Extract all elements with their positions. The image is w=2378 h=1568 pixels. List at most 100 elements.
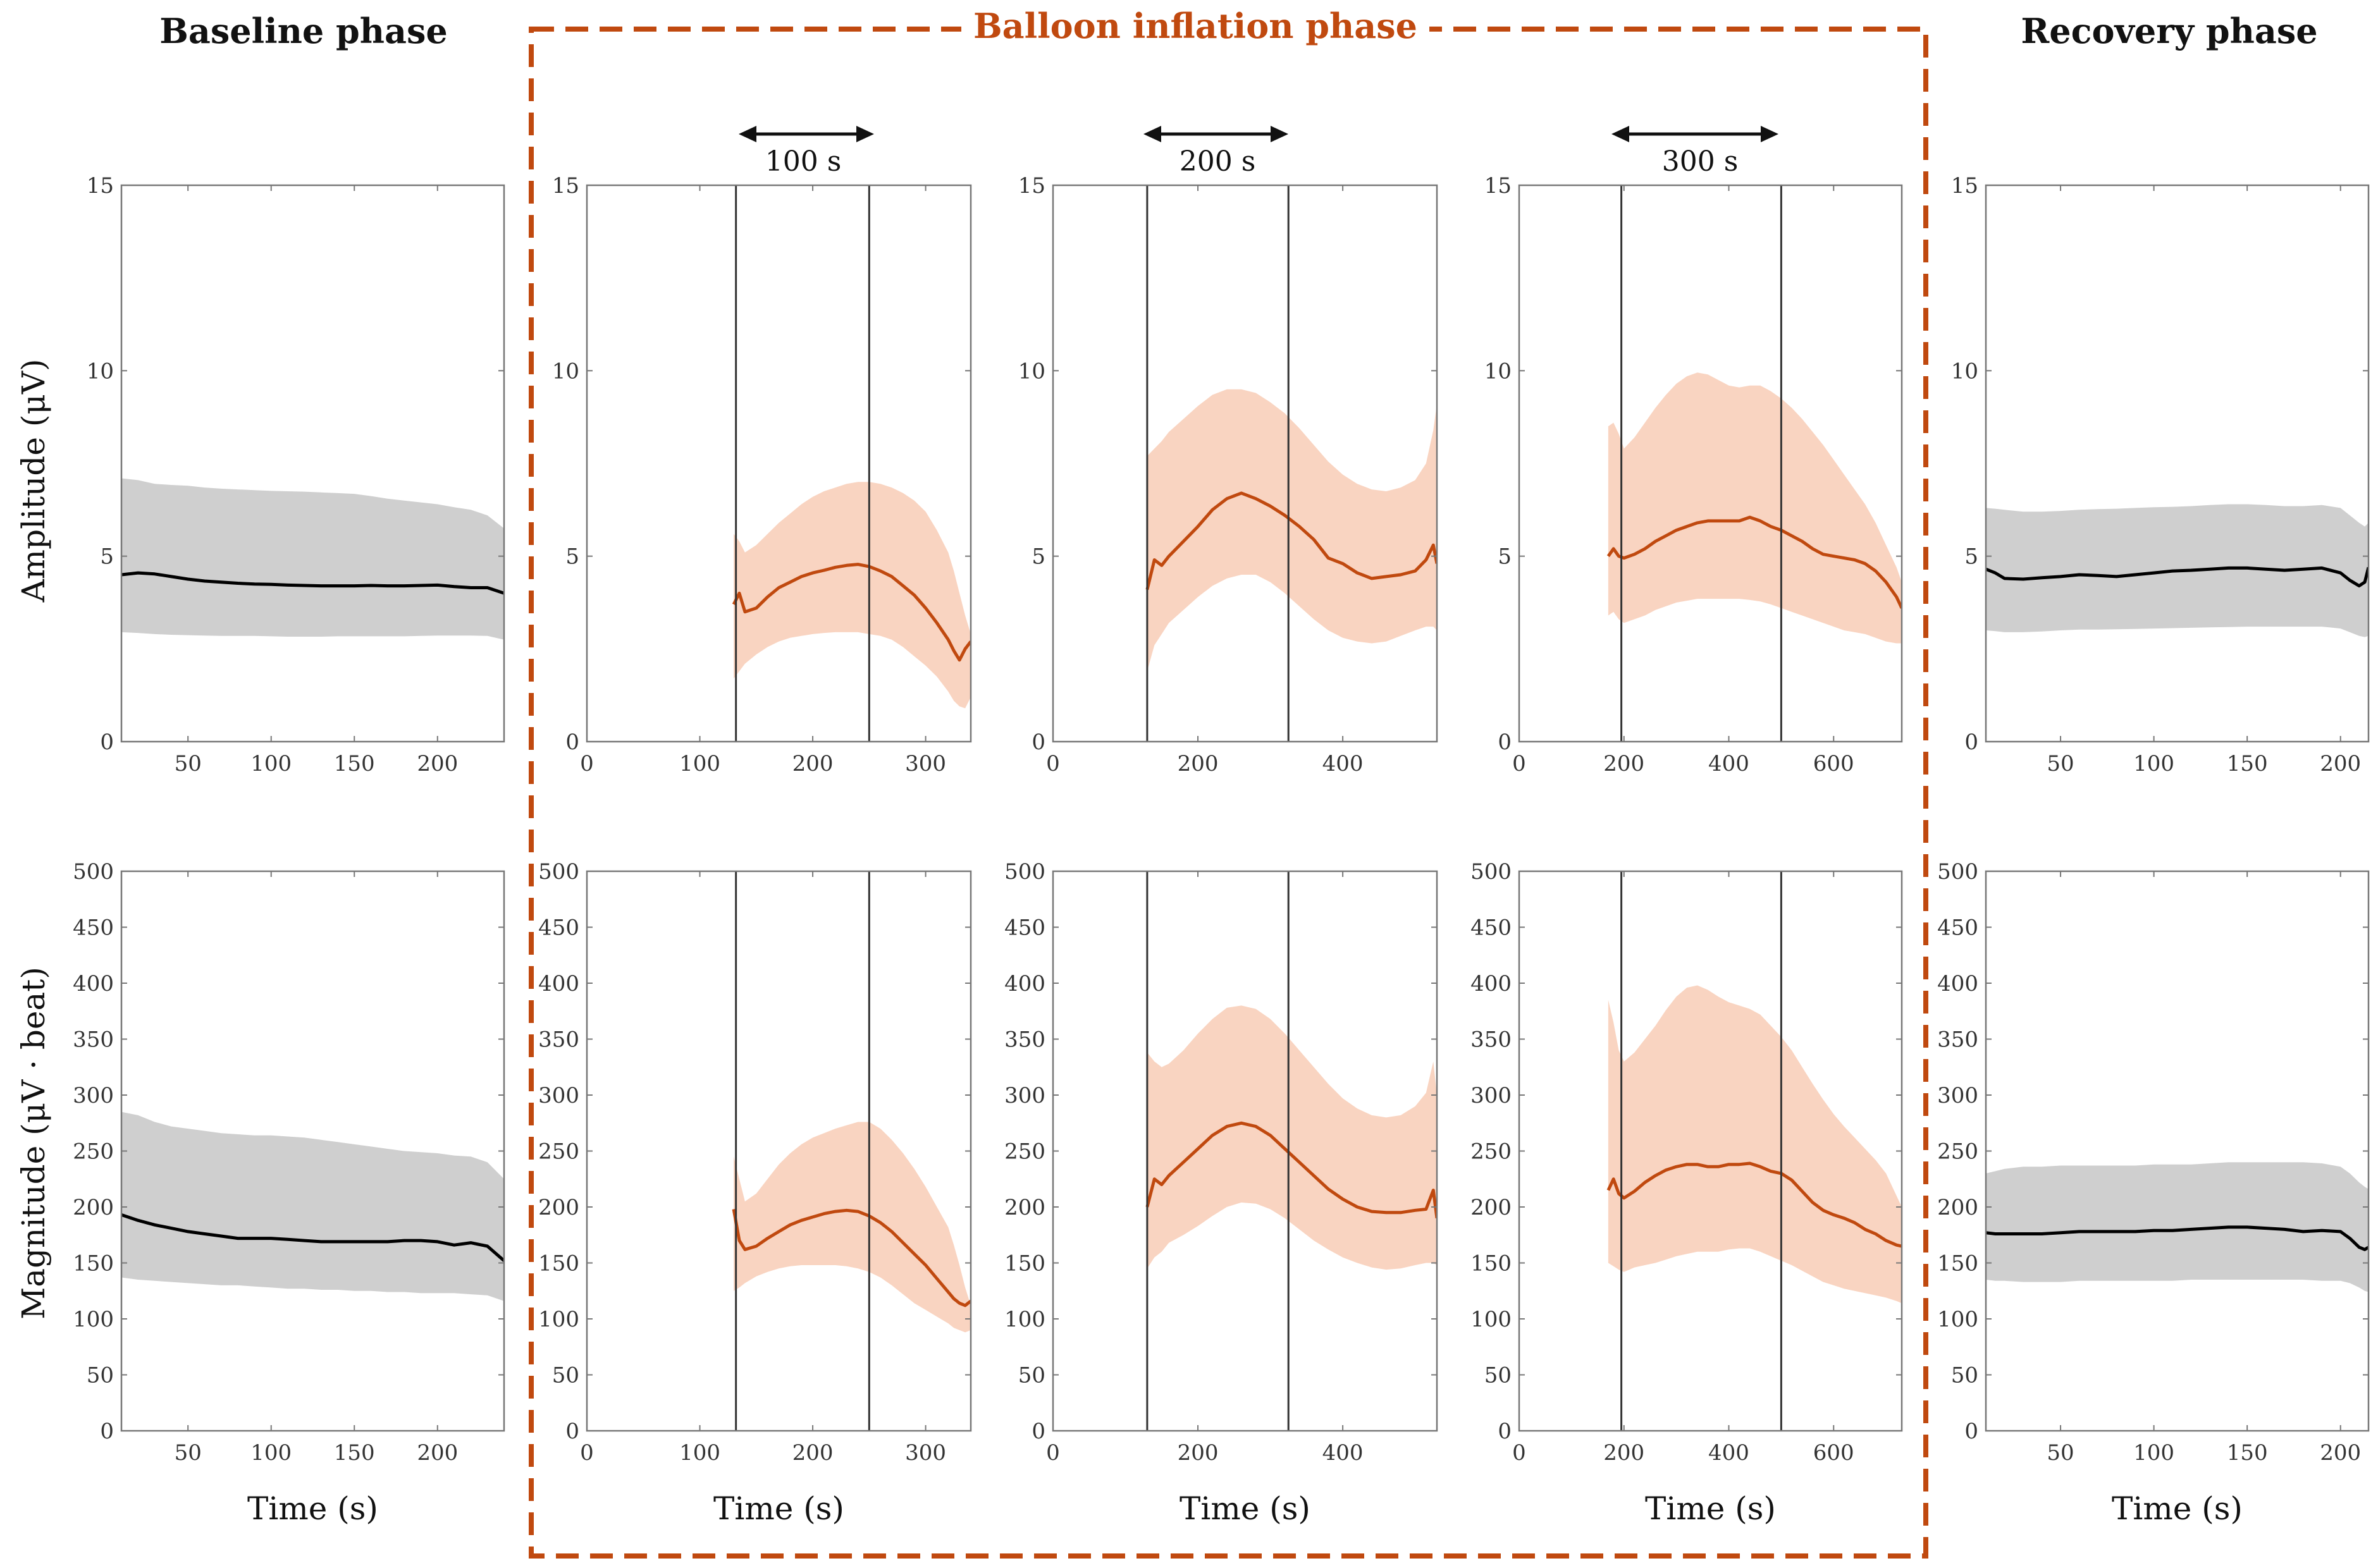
y-tick-label: 50 xyxy=(1484,1363,1512,1388)
x-tick-label: 600 xyxy=(1813,1440,1854,1466)
x-tick-label: 150 xyxy=(334,1440,375,1466)
x-tick-label: 50 xyxy=(2047,1440,2074,1466)
x-tick-label: 150 xyxy=(334,751,375,776)
mean-line xyxy=(1986,566,2369,588)
panel-balloon100-amplitude: 0 5 10 15 0 100 200 300 xyxy=(552,173,972,776)
y-tick-label: 15 xyxy=(552,173,579,199)
y-tick-label: 0 xyxy=(100,1419,114,1444)
y-tick-label: 200 xyxy=(1470,1195,1512,1220)
y-tick-label: 150 xyxy=(1004,1251,1045,1277)
arrow-right-head xyxy=(856,126,874,142)
x-tick-label: 200 xyxy=(1603,751,1644,776)
panel-baseline-amplitude: 0 5 10 15 50 100 150 200 xyxy=(87,173,505,776)
confidence-band xyxy=(1986,1162,2369,1292)
x-tick-label: 100 xyxy=(250,751,292,776)
y-tick-label: 15 xyxy=(1018,173,1045,199)
y-tick-label: 300 xyxy=(538,1083,579,1108)
y-tick-label: 450 xyxy=(1004,916,1045,941)
x-tick-label: 300 xyxy=(905,751,946,776)
x-tick-label: 300 xyxy=(905,1440,946,1466)
amplitude-axis-label: Amplitude (μV) xyxy=(15,359,52,603)
x-tick-label: 150 xyxy=(2227,1440,2268,1466)
y-tick-label: 450 xyxy=(538,916,579,941)
y-tick-label: 200 xyxy=(538,1195,579,1220)
x-tick-label: 50 xyxy=(2047,751,2074,776)
y-tick-label: 150 xyxy=(73,1251,114,1277)
y-tick-label: 500 xyxy=(1004,859,1045,885)
y-tick-label: 100 xyxy=(73,1307,114,1332)
y-tick-label: 350 xyxy=(1004,1027,1045,1053)
y-tick-label: 250 xyxy=(1470,1139,1512,1165)
x-tick-label: 200 xyxy=(792,751,834,776)
x-tick-label: 200 xyxy=(792,1440,834,1466)
y-tick-label: 500 xyxy=(538,859,579,885)
x-tick-label: 0 xyxy=(580,751,594,776)
baseline-phase-title: Baseline phase xyxy=(159,11,448,51)
x-tick-label: 400 xyxy=(1708,1440,1749,1466)
y-tick-label: 450 xyxy=(1470,916,1512,941)
x-tick-label: 100 xyxy=(250,1440,292,1466)
duration-label-300: 300 s xyxy=(1662,145,1739,178)
magnitude-axis-label: Magnitude (μV · beat) xyxy=(15,967,52,1320)
y-tick-label: 200 xyxy=(73,1195,114,1220)
confidence-band xyxy=(734,482,971,709)
x-tick-label: 0 xyxy=(1046,751,1060,776)
y-tick-label: 350 xyxy=(73,1027,114,1053)
x-tick-label: 100 xyxy=(679,1440,720,1466)
x-axis-label: Time (s) xyxy=(247,1490,378,1527)
y-tick-label: 100 xyxy=(1004,1307,1045,1332)
duration-label-100: 100 s xyxy=(765,145,842,178)
balloon-title-mask xyxy=(961,8,1429,52)
y-tick-label: 400 xyxy=(1470,971,1512,996)
x-tick-label: 400 xyxy=(1322,751,1364,776)
x-tick-label: 0 xyxy=(580,1440,594,1466)
y-tick-label: 400 xyxy=(73,971,114,996)
panel-balloon300-amplitude: 0 5 10 15 0 200 400 600 xyxy=(1484,173,1903,776)
confidence-band xyxy=(1608,985,1902,1304)
confidence-band xyxy=(1147,389,1437,671)
arrow-right-head xyxy=(1271,126,1288,142)
x-tick-label: 200 xyxy=(2320,1440,2361,1466)
confidence-band xyxy=(1147,1005,1437,1270)
y-tick-label: 0 xyxy=(565,730,579,755)
x-tick-label: 0 xyxy=(1046,1440,1060,1466)
y-tick-label: 5 xyxy=(1498,544,1512,570)
mean-line xyxy=(732,1208,971,1308)
panel-balloon100-magnitude: 0 50 100 150 200 250 300 350 400 450 500 0 100 200 300… xyxy=(538,859,972,1527)
y-tick-label: 450 xyxy=(1937,916,1978,941)
mean-line xyxy=(1145,491,1437,591)
y-tick-label: 350 xyxy=(1470,1027,1512,1053)
x-tick-label: 150 xyxy=(2227,751,2268,776)
y-tick-label: 350 xyxy=(1937,1027,1978,1053)
y-tick-label: 0 xyxy=(1032,730,1045,755)
y-tick-label: 500 xyxy=(1470,859,1512,885)
x-tick-label: 0 xyxy=(1512,1440,1526,1466)
y-tick-label: 0 xyxy=(1964,730,1978,755)
panel-balloon200-amplitude: 0 5 10 15 0 200 400 xyxy=(1018,173,1438,776)
x-axis-label: Time (s) xyxy=(1645,1490,1776,1527)
y-tick-label: 15 xyxy=(87,173,114,199)
duration-label-200: 200 s xyxy=(1180,145,1256,178)
mean-line xyxy=(732,563,971,662)
panel-balloon300-magnitude: 0 50 100 150 200 250 300 350 400 450 500 0 200 400 600… xyxy=(1470,859,1903,1527)
x-tick-label: 200 xyxy=(417,751,458,776)
y-tick-label: 300 xyxy=(1937,1083,1978,1108)
x-tick-label: 50 xyxy=(175,1440,202,1466)
arrow-right-head xyxy=(1761,126,1778,142)
y-tick-label: 100 xyxy=(538,1307,579,1332)
x-tick-label: 200 xyxy=(2320,751,2361,776)
y-tick-label: 50 xyxy=(87,1363,114,1388)
y-tick-label: 0 xyxy=(565,1419,579,1444)
x-tick-label: 0 xyxy=(1512,751,1526,776)
y-tick-label: 0 xyxy=(1498,1419,1512,1444)
y-tick-label: 300 xyxy=(1470,1083,1512,1108)
y-tick-label: 150 xyxy=(1937,1251,1978,1277)
y-tick-label: 300 xyxy=(1004,1083,1045,1108)
y-tick-label: 50 xyxy=(552,1363,579,1388)
y-tick-label: 450 xyxy=(73,916,114,941)
y-tick-label: 250 xyxy=(1937,1139,1978,1165)
x-axis-label: Time (s) xyxy=(2112,1490,2243,1527)
y-tick-label: 50 xyxy=(1951,1363,1978,1388)
panel-baseline-magnitude: 0 50 100 150 200 250 300 350 400 450 500 50 100 150 20… xyxy=(73,859,505,1527)
